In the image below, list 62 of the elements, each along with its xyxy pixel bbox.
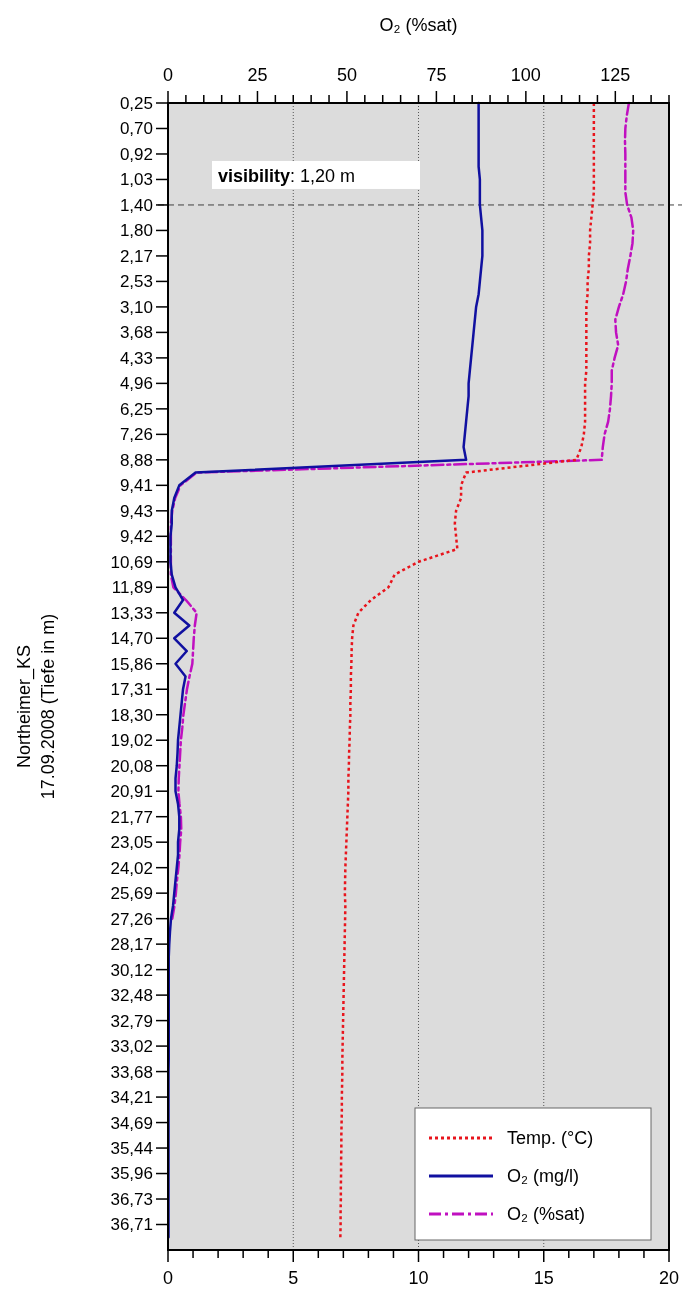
y-tick-label: 32,48 <box>110 986 153 1006</box>
x2-tick-label: 125 <box>600 65 631 85</box>
y-tick-label: 33,68 <box>110 1062 153 1082</box>
y-tick-label: 1,80 <box>119 221 153 241</box>
y-tick-label: 21,77 <box>110 807 153 827</box>
x-tick-label: 10 <box>408 1268 429 1288</box>
y-tick-label: 6,25 <box>119 399 153 419</box>
legend-label: O₂ (mg/l) <box>507 1166 579 1187</box>
y-tick-label: 1,40 <box>119 195 153 215</box>
y-tick-label: 11,89 <box>111 578 153 598</box>
y-tick-label: 17,31 <box>110 680 153 700</box>
legend-label: Temp. (°C) <box>507 1128 594 1149</box>
y-tick-label: 3,10 <box>119 297 153 317</box>
legend-label: O₂ (%sat) <box>507 1204 585 1225</box>
y-tick-label: 35,44 <box>110 1138 153 1158</box>
y-tick-label: 4,33 <box>119 348 153 368</box>
y-tick-label: 0,70 <box>119 119 153 139</box>
y-tick-label: 36,73 <box>110 1189 153 1209</box>
x-tick-label: 15 <box>533 1268 554 1288</box>
y-tick-label: 34,21 <box>110 1088 153 1108</box>
x2-tick-label: 0 <box>162 65 174 85</box>
ref-line-label: visibility: 1,20 m <box>218 165 356 186</box>
y-tick-label: 20,08 <box>110 756 153 776</box>
y-tick-label: 2,53 <box>119 272 153 292</box>
y-tick-label: 13,33 <box>110 603 153 623</box>
y-tick-label: 36,71 <box>110 1215 153 1235</box>
y-tick-label: 2,17 <box>119 246 153 266</box>
y-tick-label: 3,68 <box>119 323 153 343</box>
y-tick-label: 15,86 <box>110 654 153 674</box>
y-tick-label: 8,88 <box>119 450 153 470</box>
y-tick-label: 35,96 <box>110 1164 153 1184</box>
y-tick-label: 19,02 <box>110 731 153 751</box>
y-tick-label: 27,26 <box>110 909 153 929</box>
y-tick-label: 1,03 <box>119 170 153 190</box>
y-tick-label: 14,70 <box>110 629 153 649</box>
y-tick-label: 25,69 <box>110 884 153 904</box>
x2-tick-label: 100 <box>510 65 541 85</box>
y-tick-label: 30,12 <box>110 960 153 980</box>
x-tick-label: 20 <box>658 1268 680 1288</box>
x2-tick-label: 50 <box>336 65 357 85</box>
y-axis-title: Northeimer_KS 17.09.2008 (Tiefe in m) <box>14 613 58 800</box>
x-tick-label: 5 <box>288 1268 299 1288</box>
y-tick-label: 0,25 <box>119 93 153 113</box>
y-tick-label: 33,02 <box>110 1037 153 1057</box>
y-tick-label: 23,05 <box>110 833 153 853</box>
y-tick-label: 9,41 <box>119 476 153 496</box>
y-tick-label: 10,69 <box>110 552 153 572</box>
x2-tick-label: 25 <box>247 65 268 85</box>
y-tick-label: 28,17 <box>110 935 153 955</box>
x-tick-label: 0 <box>162 1268 174 1288</box>
y-tick-label: 18,30 <box>110 705 153 725</box>
y-tick-label: 4,96 <box>119 374 153 394</box>
y-tick-label: 0,92 <box>119 144 153 164</box>
x2-tick-label: 75 <box>426 65 447 85</box>
y-tick-label: 24,02 <box>110 858 153 878</box>
y-tick-label: 20,91 <box>110 782 153 802</box>
y-tick-label: 9,43 <box>119 501 153 521</box>
y-tick-label: 32,79 <box>110 1011 153 1031</box>
y-tick-label: 7,26 <box>119 425 153 445</box>
x2-axis-title: O₂ (%sat) <box>379 15 458 35</box>
y-tick-label: 34,69 <box>110 1113 153 1133</box>
y-tick-label: 9,42 <box>119 527 153 547</box>
